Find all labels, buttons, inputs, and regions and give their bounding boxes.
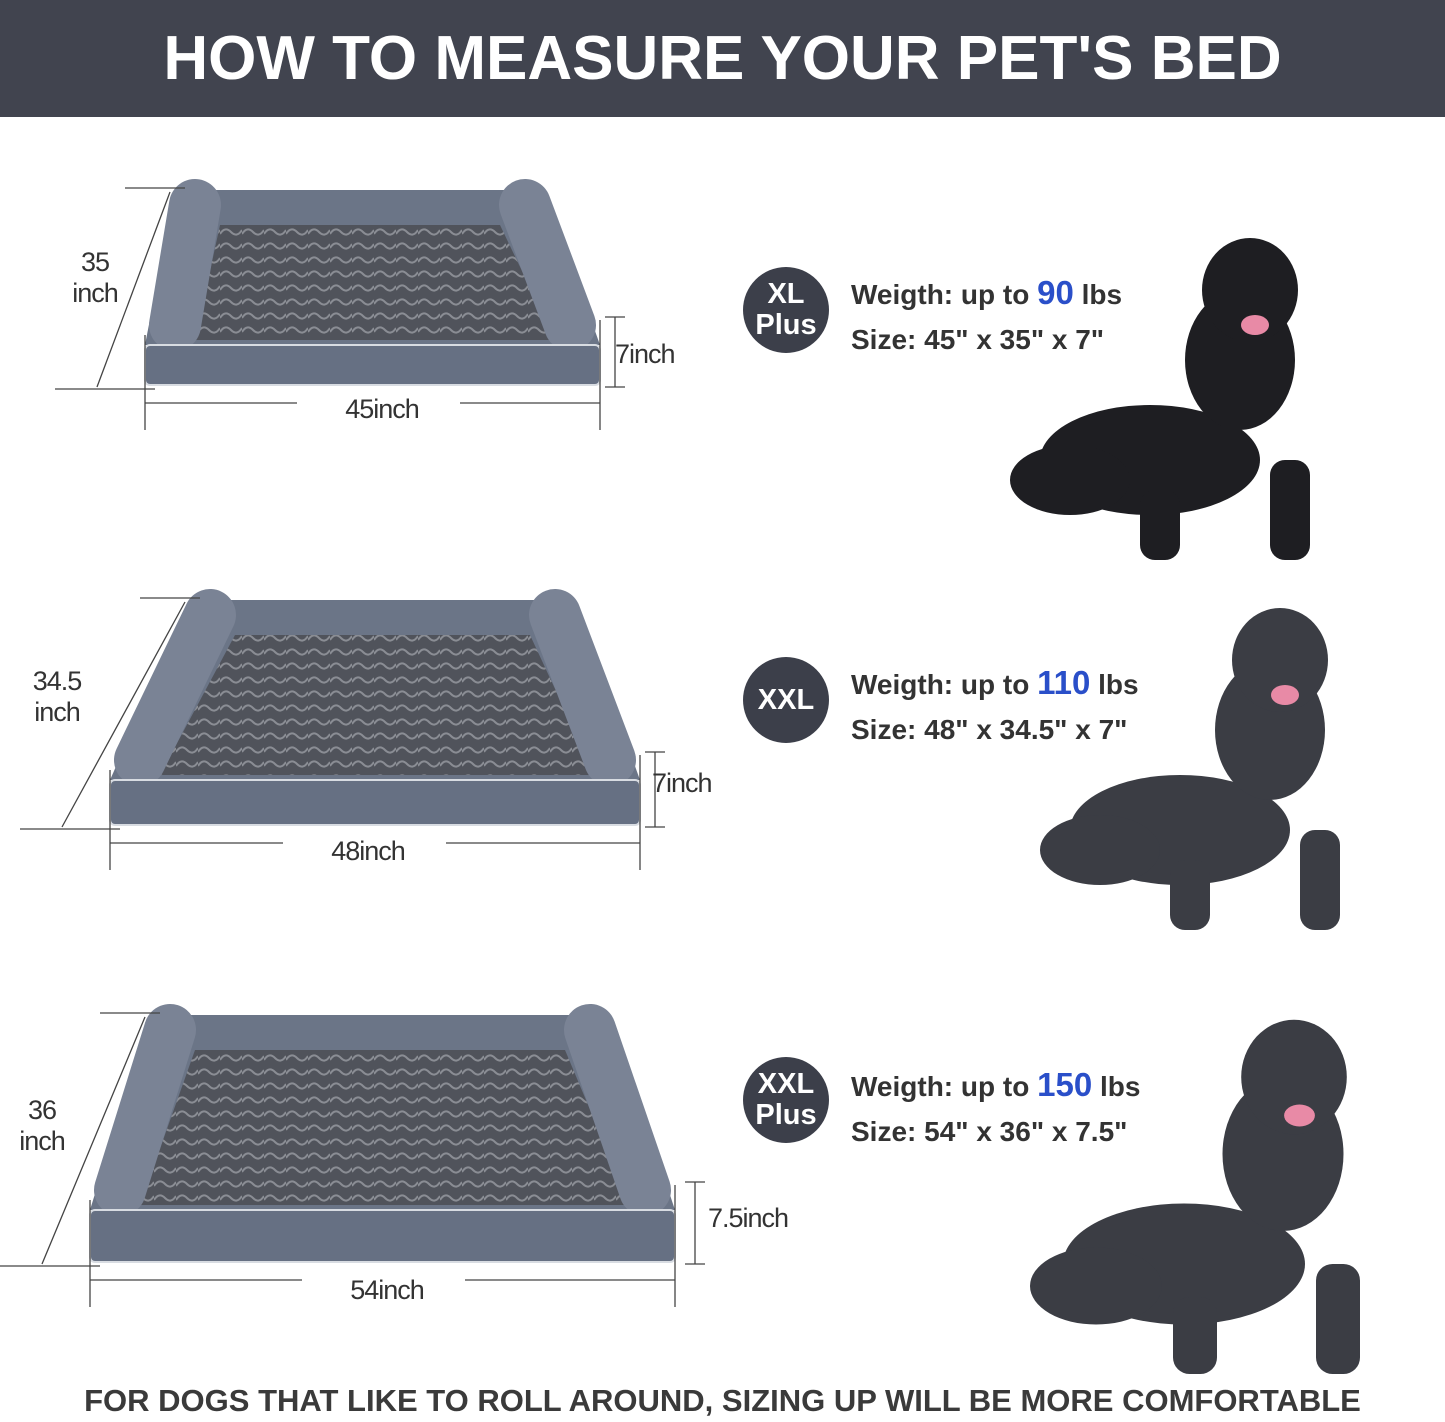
width-label: 48inch — [331, 836, 406, 866]
depth-line — [41, 1016, 146, 1265]
weight-unit: lbs — [1073, 279, 1123, 310]
height-label: 7.5inch — [708, 1203, 789, 1233]
bed-cushion — [160, 635, 595, 775]
size-spec: Weigth: up to 110 lbs Size: 48" x 34.5" x… — [851, 660, 1139, 752]
depth-label-line: inch — [19, 1126, 66, 1156]
bed-bolster-left — [114, 589, 236, 786]
depth-label: 36 inch — [0, 1095, 92, 1157]
weight-prefix: Weigth: up to — [851, 669, 1038, 700]
bed-cushion — [140, 1050, 630, 1205]
weight-value: 90 — [1037, 274, 1074, 311]
badge-text: Plus — [755, 1099, 817, 1131]
depth-label-line: 34.5 — [32, 666, 83, 696]
depth-label-line: inch — [34, 697, 81, 727]
size-badge: XXL Plus — [743, 1057, 829, 1143]
weight-value: 150 — [1037, 1066, 1093, 1103]
bed-front — [109, 779, 641, 826]
bed-bolster-right — [529, 589, 636, 786]
size-badge: XXL — [743, 657, 829, 743]
weight-prefix: Weigth: up to — [851, 1071, 1038, 1102]
badge-text: XXL — [757, 683, 815, 716]
depth-label-line: 36 — [27, 1095, 57, 1125]
depth-label: 35 inch — [45, 247, 145, 309]
cane-corso-icon — [1030, 1019, 1360, 1374]
badge-text: XL — [767, 278, 805, 310]
bed-cushion — [195, 225, 555, 340]
badge-text: XXL — [757, 1068, 815, 1100]
weight-unit: lbs — [1090, 669, 1139, 700]
black-shepherd-icon — [1010, 238, 1310, 560]
depth-label-line: 35 — [80, 247, 110, 277]
weight-line: Weigth: up to 150 lbs — [851, 1062, 1140, 1109]
great-dane-icon — [1040, 608, 1340, 930]
bed-bolster-left — [94, 1004, 196, 1216]
height-label: 7inch — [652, 768, 713, 798]
badge-text: Plus — [755, 309, 817, 341]
weight-unit: lbs — [1092, 1071, 1141, 1102]
page-title: HOW TO MEASURE YOUR PET'S BED — [163, 24, 1282, 93]
size-line: Size: 48" x 34.5" x 7" — [851, 714, 1128, 745]
size-line: Size: 45" x 35" x 7" — [851, 324, 1105, 355]
weight-line: Weigth: up to 110 lbs — [851, 660, 1139, 707]
bed-bolster-right — [499, 179, 596, 351]
size-badge: XL Plus — [743, 267, 829, 353]
depth-label-line: inch — [72, 278, 119, 308]
bed-bolster-left — [149, 179, 221, 351]
bed-front — [89, 1209, 676, 1263]
width-label: 54inch — [350, 1275, 425, 1305]
depth-label: 34.5 inch — [7, 666, 107, 728]
depth-line — [96, 191, 171, 388]
weight-value: 110 — [1037, 664, 1091, 701]
depth-line — [61, 601, 186, 828]
bed-front — [144, 344, 601, 386]
height-label: 7inch — [615, 339, 676, 369]
bed-bolster-right — [564, 1004, 671, 1216]
size-line: Size: 54" x 36" x 7.5" — [851, 1116, 1128, 1147]
size-spec: Weigth: up to 90 lbs Size: 45" x 35" x 7" — [851, 270, 1122, 362]
size-spec: Weigth: up to 150 lbs Size: 54" x 36" x 7… — [851, 1062, 1140, 1154]
weight-line: Weigth: up to 90 lbs — [851, 270, 1122, 317]
header-banner: HOW TO MEASURE YOUR PET'S BED — [0, 0, 1445, 117]
footer-note: FOR DOGS THAT LIKE TO ROLL AROUND, SIZIN… — [84, 1383, 1361, 1418]
width-label: 45inch — [345, 394, 420, 424]
weight-prefix: Weigth: up to — [851, 279, 1038, 310]
